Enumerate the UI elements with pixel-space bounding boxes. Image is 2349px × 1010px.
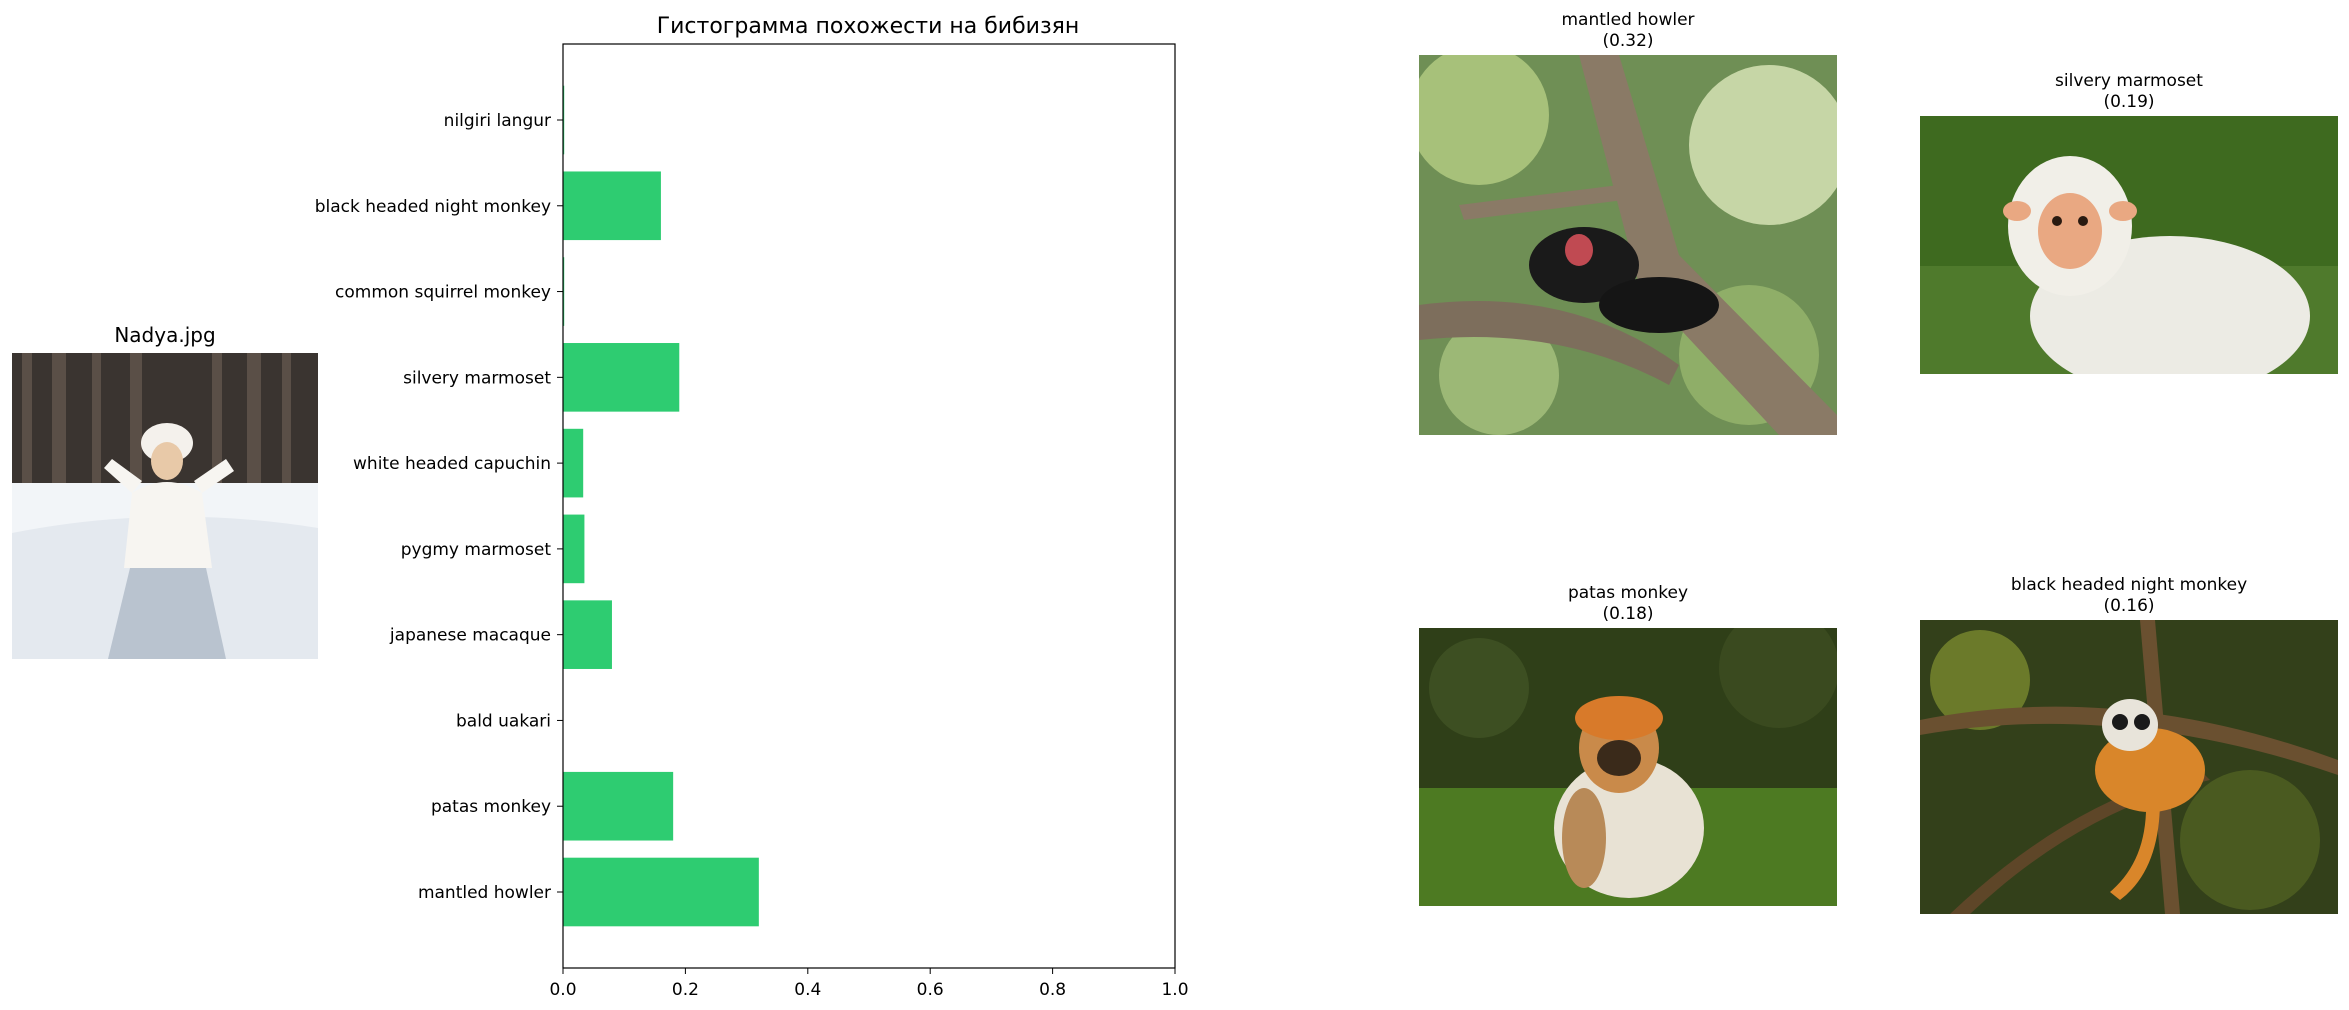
y-tick-label: silvery marmoset bbox=[403, 368, 551, 388]
similarity-bar-chart: Гистограмма похожести на бибизян mantled… bbox=[315, 14, 1189, 1000]
match-3-score: (0.18) bbox=[1602, 604, 1654, 624]
bar-common-squirrel-monkey bbox=[563, 257, 565, 326]
bar-black-headed-night-monkey bbox=[563, 171, 661, 241]
x-tick-label: 0.4 bbox=[794, 980, 821, 1000]
x-tick-label: 0.8 bbox=[1039, 980, 1066, 1000]
y-tick-label: pygmy marmoset bbox=[401, 540, 552, 560]
match-4-score: (0.16) bbox=[2103, 596, 2155, 616]
match-2-score: (0.19) bbox=[2103, 92, 2155, 112]
match-1-photo bbox=[1419, 55, 1837, 435]
match-3-name: patas monkey bbox=[1567, 583, 1689, 603]
y-tick-label: nilgiri langur bbox=[444, 111, 551, 131]
chart-frame bbox=[562, 43, 1176, 969]
match-4-photo bbox=[1920, 620, 2338, 914]
bar-mantled-howler bbox=[563, 857, 759, 927]
y-tick-label: bald uakari bbox=[456, 711, 551, 731]
match-4-name: black headed night monkey bbox=[2010, 575, 2248, 595]
y-tick-label: black headed night monkey bbox=[315, 197, 551, 217]
y-tick-label: patas monkey bbox=[431, 797, 551, 817]
y-tick-label: common squirrel monkey bbox=[335, 283, 551, 303]
match-3-photo bbox=[1419, 628, 1837, 906]
bar-silvery-marmoset bbox=[563, 343, 680, 412]
match-2-name: silvery marmoset bbox=[2055, 71, 2203, 91]
bar-japanese-macaque bbox=[563, 600, 612, 669]
x-tick-label: 1.0 bbox=[1161, 980, 1188, 1000]
bar-pygmy-marmoset bbox=[563, 514, 585, 584]
bar-nilgiri-langur bbox=[563, 85, 565, 155]
match-2-photo bbox=[1920, 116, 2338, 374]
query-photo bbox=[12, 353, 318, 659]
query-photo-title: Nadya.jpg bbox=[114, 323, 216, 347]
x-tick-label: 0.0 bbox=[549, 980, 576, 1000]
match-1-name: mantled howler bbox=[1561, 10, 1695, 30]
x-tick-label: 0.6 bbox=[917, 980, 944, 1000]
y-tick-label: japanese macaque bbox=[389, 626, 551, 646]
x-tick-label: 0.2 bbox=[672, 980, 699, 1000]
match-1-score: (0.32) bbox=[1602, 31, 1654, 51]
chart-title: Гистограмма похожести на бибизян bbox=[657, 14, 1080, 39]
bar-patas-monkey bbox=[563, 771, 674, 841]
bar-white-headed-capuchin bbox=[563, 428, 584, 498]
y-tick-label: mantled howler bbox=[418, 883, 551, 903]
y-tick-label: white headed capuchin bbox=[353, 454, 551, 474]
